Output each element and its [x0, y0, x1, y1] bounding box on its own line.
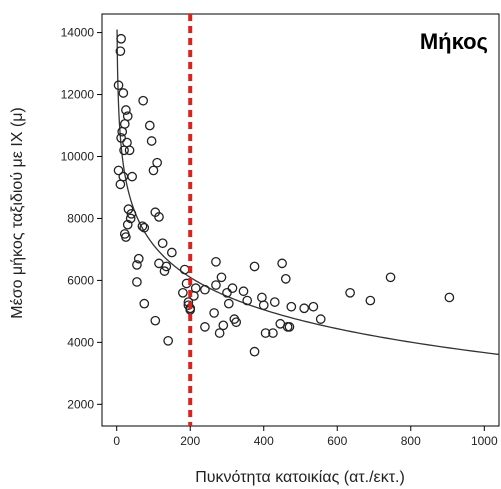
data-point	[299, 303, 310, 314]
data-point	[126, 208, 137, 219]
data-point	[113, 165, 124, 176]
data-point	[365, 295, 376, 306]
data-point	[152, 157, 162, 168]
data-point	[211, 280, 221, 290]
data-point	[284, 322, 295, 332]
data-point	[178, 287, 188, 298]
y-axis-label: Μέσο μήκος ταξιδιού με ΙΧ (μ)	[9, 107, 26, 319]
data-point	[116, 33, 126, 44]
x-axis: 0 200 400 600 800 1000	[113, 426, 498, 448]
data-point	[277, 258, 287, 269]
y-tick-label: 8000	[67, 211, 94, 225]
data-point	[144, 120, 155, 131]
data-points	[113, 33, 455, 357]
data-point	[116, 133, 126, 143]
x-tick-label: 0	[113, 434, 120, 448]
data-point	[190, 283, 201, 294]
data-point	[214, 328, 225, 338]
data-point	[146, 136, 157, 146]
plot-area	[101, 13, 500, 427]
data-point	[139, 222, 150, 233]
data-point	[118, 88, 129, 98]
data-point	[308, 301, 319, 312]
y-tick-label: 10000	[61, 149, 95, 163]
data-point	[132, 277, 142, 287]
data-point	[280, 274, 291, 284]
x-tick-label: 600	[327, 434, 347, 448]
data-point	[269, 297, 280, 307]
x-tick-label: 1000	[471, 434, 498, 448]
fit-curve-layer	[116, 29, 500, 356]
data-point	[161, 261, 172, 272]
data-point	[242, 295, 253, 306]
x-tick-label: 200	[180, 434, 200, 448]
data-point	[121, 105, 131, 115]
data-point	[121, 232, 131, 242]
data-point	[444, 292, 455, 303]
data-point	[148, 165, 159, 176]
x-tick-label: 800	[401, 434, 421, 448]
data-point	[231, 317, 242, 328]
data-point	[163, 335, 174, 346]
data-point	[115, 46, 126, 57]
data-point	[157, 238, 168, 249]
data-point	[223, 298, 234, 309]
y-tick-label: 14000	[61, 26, 95, 40]
fit-curve	[116, 29, 500, 356]
x-axis-label: Πυκνότητα κατοικίας (ατ./εκτ.)	[195, 469, 405, 486]
data-point	[249, 261, 260, 272]
data-point	[159, 266, 170, 276]
data-point	[260, 328, 271, 338]
data-point	[200, 284, 210, 295]
data-point	[127, 171, 137, 182]
x-tick-label: 400	[254, 434, 274, 448]
data-point	[345, 287, 355, 298]
data-point	[139, 298, 150, 309]
y-axis: 2000 4000 6000 8000 10000 12000 14000	[61, 26, 102, 411]
data-point	[218, 320, 229, 331]
data-point	[216, 272, 227, 283]
data-point	[268, 328, 278, 338]
data-point	[150, 315, 161, 326]
data-point	[113, 80, 124, 91]
data-point	[249, 346, 260, 357]
y-tick-label: 12000	[61, 88, 95, 102]
data-point	[286, 301, 297, 312]
data-point	[315, 314, 326, 324]
data-point	[211, 256, 221, 267]
y-tick-label: 6000	[67, 273, 94, 287]
data-point	[209, 308, 219, 318]
y-tick-label: 2000	[67, 397, 94, 411]
data-point	[238, 286, 249, 297]
data-point	[119, 145, 129, 156]
data-point	[258, 300, 269, 311]
data-point	[227, 283, 238, 294]
data-point	[166, 247, 177, 258]
data-point	[132, 260, 142, 270]
chart-title: Μήκος	[420, 29, 488, 54]
data-point	[124, 145, 135, 156]
data-point	[138, 95, 149, 106]
data-point	[137, 221, 148, 232]
data-point	[200, 322, 210, 332]
data-point	[117, 126, 128, 137]
data-point	[125, 213, 136, 224]
data-point	[122, 219, 133, 230]
y-tick-label: 4000	[67, 335, 94, 349]
data-point	[133, 253, 144, 264]
data-point	[154, 212, 164, 222]
data-point	[385, 272, 396, 283]
